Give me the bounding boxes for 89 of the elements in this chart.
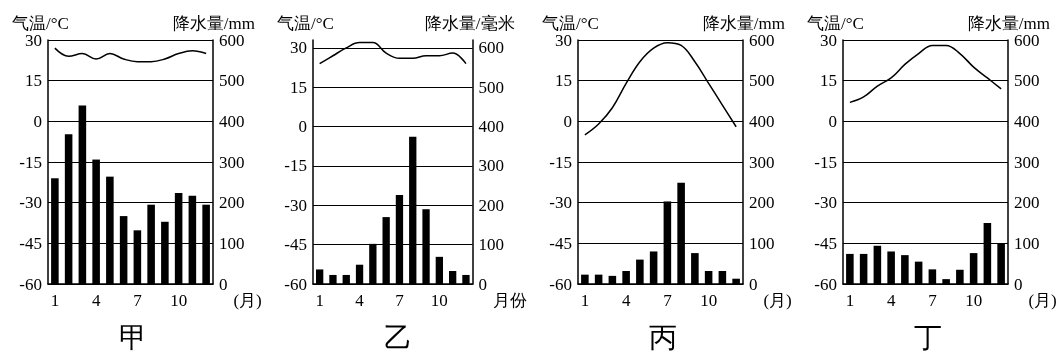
y-tick-label: -45 <box>549 233 572 253</box>
y2-tick-label: 0 <box>478 274 488 294</box>
y-tick-label: -30 <box>814 193 837 213</box>
x-tick-label: 1 <box>315 291 324 310</box>
x-tick-label: 10 <box>170 291 188 310</box>
y-tick-label: -60 <box>284 274 307 294</box>
x-tick-label: 4 <box>621 291 631 310</box>
x-tick-label: 4 <box>91 291 101 310</box>
y-tick-label: -15 <box>549 152 572 172</box>
y2-tick-label: 100 <box>749 233 775 253</box>
x-tick-label: 1 <box>845 291 855 310</box>
y2-tick-label: 100 <box>219 233 245 253</box>
y2-tick-label: 600 <box>478 38 505 58</box>
y-axis-title: 气温/°C <box>277 14 334 33</box>
y2-tick-label: 200 <box>478 195 505 215</box>
y2-tick-label: 300 <box>1014 152 1040 172</box>
y-tick-label: -30 <box>284 195 307 215</box>
y-tick-label: -45 <box>284 235 307 255</box>
y2-tick-label: 500 <box>1014 71 1040 91</box>
x-tick-label: 1 <box>580 291 590 310</box>
text: 甲 <box>118 321 147 353</box>
y-tick-label: 0 <box>563 111 572 131</box>
y2-tick-label: 0 <box>749 274 758 294</box>
x-tick-label: 10 <box>430 291 448 310</box>
y2-tick-label: 400 <box>219 111 245 131</box>
y2-axis-title: 降水量/mm <box>702 13 785 33</box>
y2-tick-label: 600 <box>1014 30 1040 50</box>
x-tick-label: 1 <box>50 291 60 310</box>
x-tick-label: 4 <box>886 291 896 310</box>
y-tick-label: 0 <box>298 117 307 137</box>
y-tick-label: 15 <box>555 71 572 91</box>
y-tick-label: -15 <box>284 156 307 176</box>
x-axis-title: (月) <box>233 291 262 310</box>
line-series <box>54 47 207 63</box>
y-tick-label: 15 <box>25 71 42 91</box>
y2-axis-title: 降水量/mm <box>172 13 255 33</box>
y-tick-label: -60 <box>814 274 837 294</box>
x-tick-label: 7 <box>928 291 938 310</box>
y2-axis-title: 降水量/毫米 <box>424 14 515 33</box>
y2-tick-label: 200 <box>749 193 775 213</box>
text: 丁 <box>913 321 942 353</box>
y2-tick-label: 400 <box>749 111 775 131</box>
y-tick-label: -15 <box>19 152 42 172</box>
y2-tick-label: 400 <box>1014 111 1040 131</box>
y-tick-label: -45 <box>814 233 837 253</box>
y-axis-title: 气温/°C <box>12 13 69 33</box>
y2-tick-label: 500 <box>478 77 505 97</box>
y-tick-label: -15 <box>814 152 837 172</box>
y-tick-label: -45 <box>19 233 42 253</box>
y2-tick-label: 500 <box>749 71 775 91</box>
y-tick-label: -60 <box>549 274 572 294</box>
y2-tick-label: 0 <box>1014 274 1023 294</box>
y-axis-title: 气温/°C <box>807 13 864 33</box>
x-axis-title: 月份 <box>493 291 527 310</box>
y2-tick-label: 100 <box>478 235 505 255</box>
y-tick-label: 0 <box>33 111 42 131</box>
y-tick-label: 30 <box>555 30 572 50</box>
y-tick-label: -30 <box>549 193 572 213</box>
y2-axis-title: 降水量/mm <box>967 13 1050 33</box>
y2-tick-label: 300 <box>749 152 775 172</box>
y2-tick-label: 200 <box>1014 193 1040 213</box>
y2-tick-label: 200 <box>219 193 245 213</box>
x-axis-title: (月) <box>763 291 792 310</box>
y2-tick-label: 600 <box>749 30 775 50</box>
y-tick-label: 15 <box>290 77 307 97</box>
y2-tick-label: 0 <box>219 274 228 294</box>
y2-tick-label: 400 <box>478 117 505 137</box>
y2-tick-label: 300 <box>219 152 245 172</box>
y2-tick-label: 500 <box>219 71 245 91</box>
y-tick-label: 15 <box>820 71 837 91</box>
x-axis-title: (月) <box>1028 291 1057 310</box>
y2-tick-label: 600 <box>219 30 245 50</box>
x-tick-label: 7 <box>395 291 405 310</box>
x-tick-label: 7 <box>663 291 673 310</box>
y2-tick-label: 300 <box>478 156 505 176</box>
text: 乙 <box>383 321 412 353</box>
y-axis-title: 气温/°C <box>542 13 599 33</box>
y2-tick-label: 100 <box>1014 233 1040 253</box>
x-tick-label: 10 <box>700 291 718 310</box>
y-tick-label: 30 <box>290 38 307 58</box>
x-tick-label: 7 <box>133 291 143 310</box>
y-tick-label: -30 <box>19 193 42 213</box>
x-tick-label: 4 <box>355 291 365 310</box>
x-tick-label: 10 <box>965 291 983 310</box>
text: 丙 <box>648 321 677 353</box>
y-tick-label: -60 <box>19 274 42 294</box>
y-tick-label: 30 <box>820 30 837 50</box>
y-tick-label: 0 <box>828 111 837 131</box>
y-tick-label: 30 <box>25 30 42 50</box>
